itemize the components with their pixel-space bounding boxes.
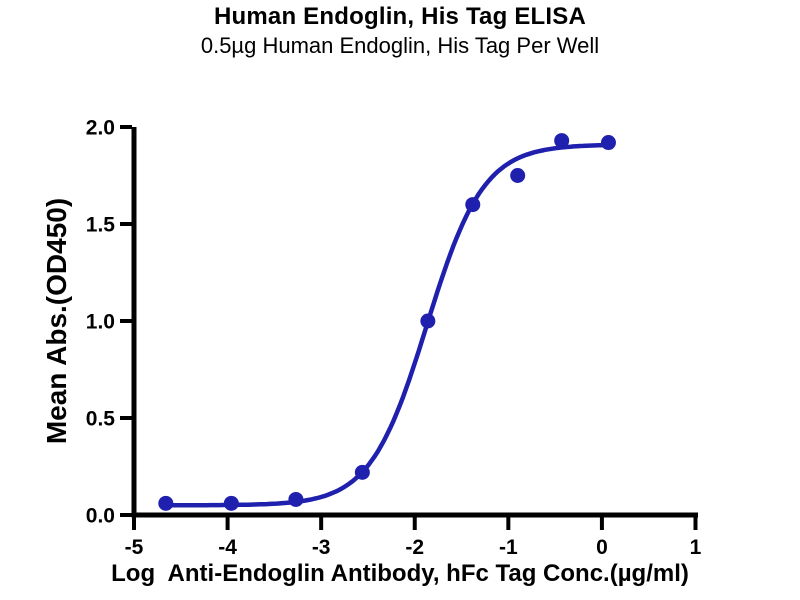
x-axis-title: Log Anti-Endoglin Antibody, hFc Tag Conc…	[111, 560, 689, 587]
y-tick-label: 1.5	[86, 214, 116, 237]
x-tick-label: 1	[690, 536, 702, 559]
x-tick-label: -1	[499, 536, 518, 559]
x-tick-label: -5	[125, 536, 144, 559]
y-tick-label: 0.0	[86, 505, 115, 528]
data-point	[223, 495, 239, 511]
data-point	[288, 491, 304, 507]
data-point	[420, 313, 436, 329]
chart-subtitle: 0.5µg Human Endoglin, His Tag Per Well	[200, 33, 600, 58]
data-point	[158, 495, 174, 511]
data-point	[554, 133, 570, 149]
y-tick-label: 1.0	[86, 311, 115, 334]
x-tick-label: 0	[596, 536, 608, 559]
data-point	[510, 168, 526, 183]
data-point	[465, 197, 481, 213]
chart-title: Human Endoglin, His Tag ELISA	[213, 3, 587, 30]
x-tick-label: -4	[218, 536, 237, 559]
data-point	[600, 135, 616, 151]
fit-curve	[163, 142, 611, 508]
y-tick-label: 0.5	[86, 408, 116, 431]
data-point	[354, 464, 370, 480]
x-tick-label: -3	[312, 536, 331, 559]
x-tick-label: -2	[405, 536, 424, 559]
y-tick-label: 2.0	[86, 117, 115, 140]
